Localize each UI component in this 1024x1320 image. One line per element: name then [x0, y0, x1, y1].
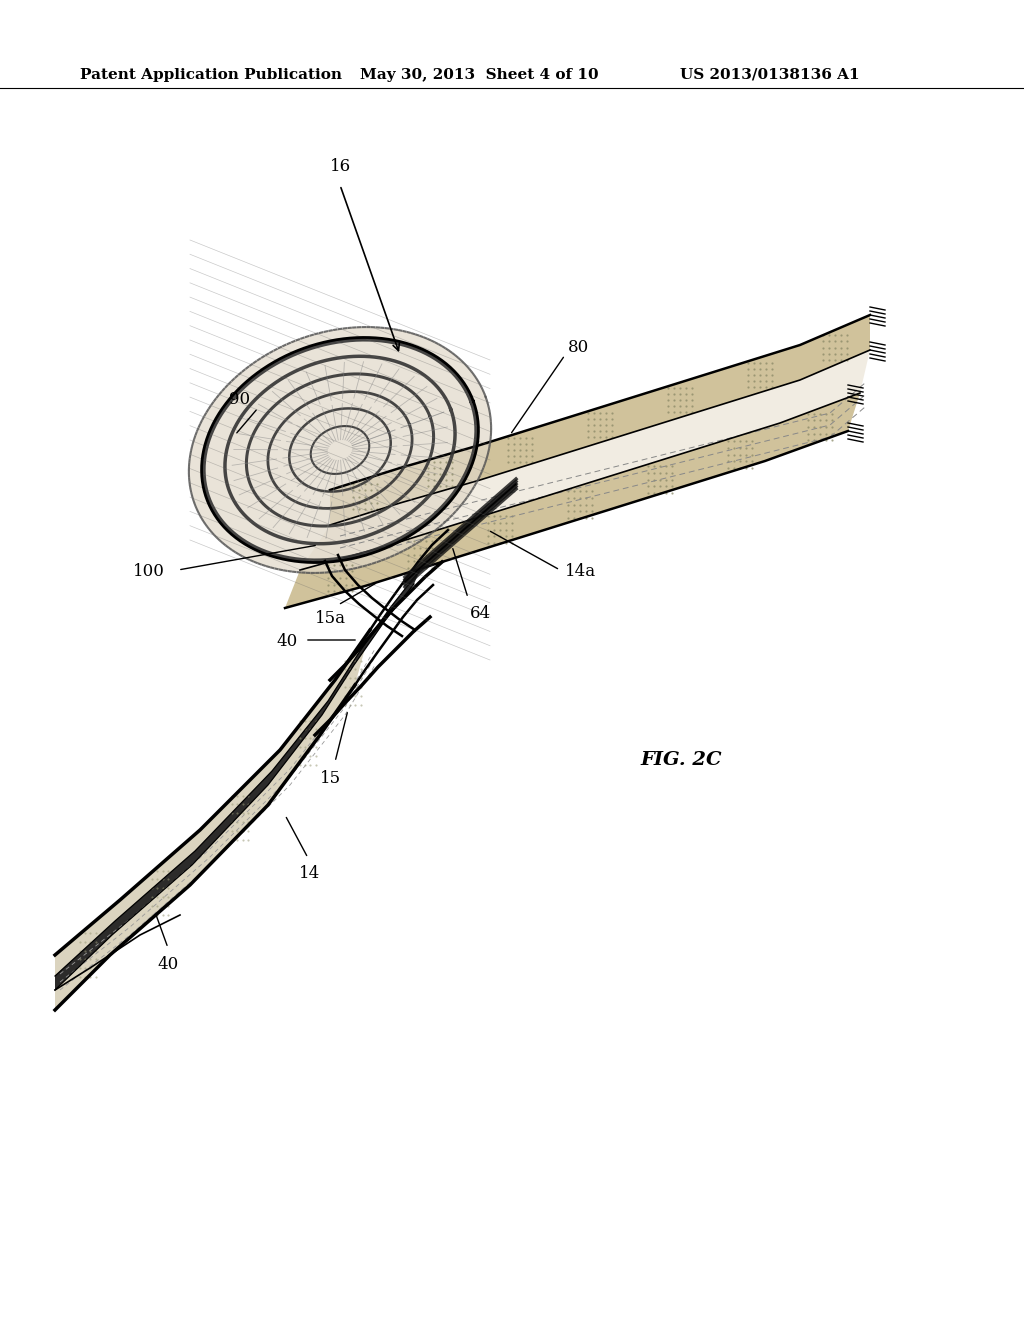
- Text: 40: 40: [158, 956, 178, 973]
- Polygon shape: [285, 393, 860, 609]
- Polygon shape: [188, 327, 492, 573]
- Text: Patent Application Publication: Patent Application Publication: [80, 69, 342, 82]
- Text: 15a: 15a: [314, 610, 345, 627]
- Text: 15: 15: [319, 770, 341, 787]
- Text: 16: 16: [330, 158, 350, 176]
- Text: 40: 40: [276, 634, 298, 651]
- Text: 80: 80: [568, 339, 589, 356]
- Polygon shape: [300, 350, 870, 570]
- Text: 100: 100: [133, 564, 165, 581]
- Polygon shape: [55, 630, 370, 1010]
- Text: FIG. 2C: FIG. 2C: [640, 751, 722, 770]
- Polygon shape: [330, 315, 870, 525]
- Text: 64: 64: [470, 605, 492, 622]
- Text: 14: 14: [299, 865, 321, 882]
- Text: 14a: 14a: [565, 564, 596, 581]
- Text: US 2013/0138136 A1: US 2013/0138136 A1: [680, 69, 859, 82]
- Text: 90: 90: [229, 392, 250, 408]
- Polygon shape: [55, 570, 420, 990]
- Text: May 30, 2013  Sheet 4 of 10: May 30, 2013 Sheet 4 of 10: [360, 69, 599, 82]
